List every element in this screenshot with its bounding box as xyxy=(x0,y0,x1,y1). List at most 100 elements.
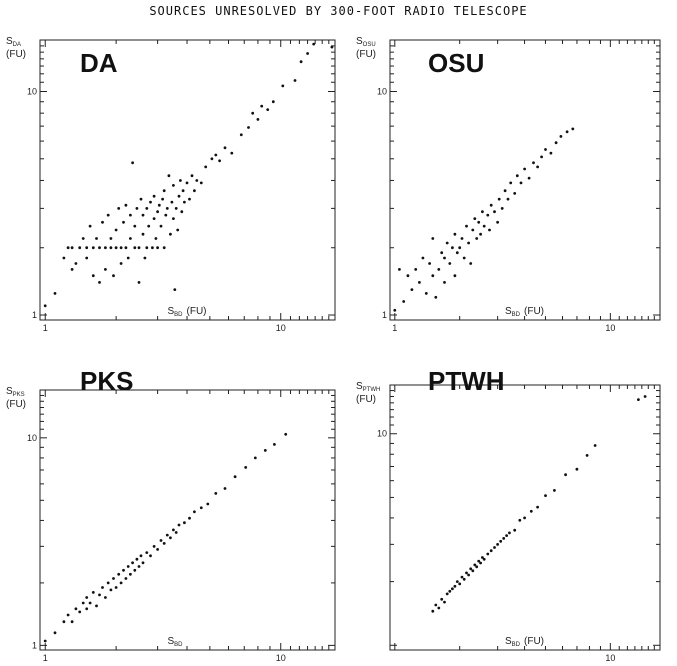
data-point xyxy=(193,510,196,514)
data-point xyxy=(451,587,454,591)
data-point xyxy=(170,200,174,204)
data-point xyxy=(85,607,89,611)
data-point xyxy=(469,567,473,571)
data-point xyxy=(199,506,203,510)
y-axis-label: SDA xyxy=(6,36,21,48)
data-point xyxy=(421,256,425,260)
plot-frame xyxy=(39,389,336,651)
data-point xyxy=(418,281,421,284)
data-point xyxy=(119,246,123,250)
data-point xyxy=(481,210,484,214)
data-point xyxy=(156,548,160,551)
data-point xyxy=(206,502,210,506)
data-point xyxy=(223,146,227,150)
panel-label: DA xyxy=(80,48,118,78)
data-point xyxy=(462,256,466,260)
x-axis-label: SBD (FU) xyxy=(505,306,544,318)
data-point xyxy=(239,133,243,137)
x-axis-unit: (FU) xyxy=(524,636,544,647)
data-point xyxy=(190,174,194,178)
data-point xyxy=(137,565,141,568)
data-point xyxy=(263,449,267,452)
data-point xyxy=(62,256,66,260)
data-point xyxy=(91,274,95,278)
data-point xyxy=(172,528,175,532)
data-point xyxy=(482,557,486,561)
data-point xyxy=(43,639,47,643)
data-point xyxy=(145,551,149,554)
data-point xyxy=(70,246,74,250)
data-point xyxy=(66,613,70,617)
data-point xyxy=(114,246,118,250)
data-point xyxy=(460,575,464,579)
data-point xyxy=(183,200,186,204)
data-point xyxy=(204,165,208,169)
y-tick-label: 10 xyxy=(27,87,37,97)
data-point xyxy=(131,161,135,165)
x-axis-unit: (FU) xyxy=(187,306,207,317)
data-point xyxy=(593,444,597,447)
data-point xyxy=(126,256,130,260)
data-point xyxy=(505,534,508,537)
y-axis-unit: (FU) xyxy=(356,49,376,60)
data-point xyxy=(119,262,123,265)
y-axis-label: SOSU xyxy=(356,36,376,48)
data-point xyxy=(106,213,110,217)
data-point xyxy=(95,237,98,240)
data-point xyxy=(91,591,95,594)
y-axis-label-sub: PTWH xyxy=(363,387,381,393)
data-point xyxy=(81,601,85,605)
data-point xyxy=(195,179,199,182)
data-point xyxy=(131,561,135,565)
data-point xyxy=(540,155,543,159)
data-point xyxy=(157,203,161,207)
data-point xyxy=(471,569,475,573)
data-point xyxy=(271,100,275,104)
data-point xyxy=(559,135,563,138)
data-point xyxy=(98,593,101,597)
data-point xyxy=(445,592,449,596)
data-point xyxy=(523,516,526,520)
x-tick-label: 10 xyxy=(276,653,286,663)
data-point xyxy=(169,232,172,236)
data-point xyxy=(479,232,482,236)
x-axis-label-main: S xyxy=(505,636,512,647)
data-point xyxy=(233,475,237,479)
data-point xyxy=(159,539,163,542)
data-point xyxy=(431,274,435,278)
data-point xyxy=(43,304,47,308)
data-point xyxy=(451,246,454,250)
data-point xyxy=(565,130,569,134)
data-point xyxy=(458,246,462,250)
data-point xyxy=(162,542,166,545)
data-point xyxy=(109,588,113,592)
y-axis-unit: (FU) xyxy=(6,399,26,410)
data-point xyxy=(141,232,145,236)
data-point xyxy=(129,237,132,240)
data-point xyxy=(210,157,214,161)
data-point xyxy=(139,197,143,201)
data-point xyxy=(443,281,446,284)
data-point xyxy=(306,52,309,55)
y-axis-label-sub: DA xyxy=(13,42,21,48)
data-point xyxy=(141,213,145,217)
data-point xyxy=(152,217,156,221)
x-tick-label: 1 xyxy=(43,323,48,333)
data-point xyxy=(506,197,510,201)
data-point xyxy=(98,246,101,250)
data-point xyxy=(112,274,115,278)
data-point xyxy=(585,454,589,457)
data-point xyxy=(66,246,70,250)
data-point xyxy=(477,559,481,563)
data-point xyxy=(481,556,484,559)
data-point xyxy=(437,268,441,271)
data-point xyxy=(431,609,435,613)
data-point xyxy=(119,581,123,585)
data-point xyxy=(169,536,172,540)
data-point xyxy=(185,181,189,185)
data-point xyxy=(124,203,128,207)
page-title: SOURCES UNRESOLVED BY 300-FOOT RADIO TEL… xyxy=(149,4,528,18)
data-point xyxy=(74,262,78,265)
